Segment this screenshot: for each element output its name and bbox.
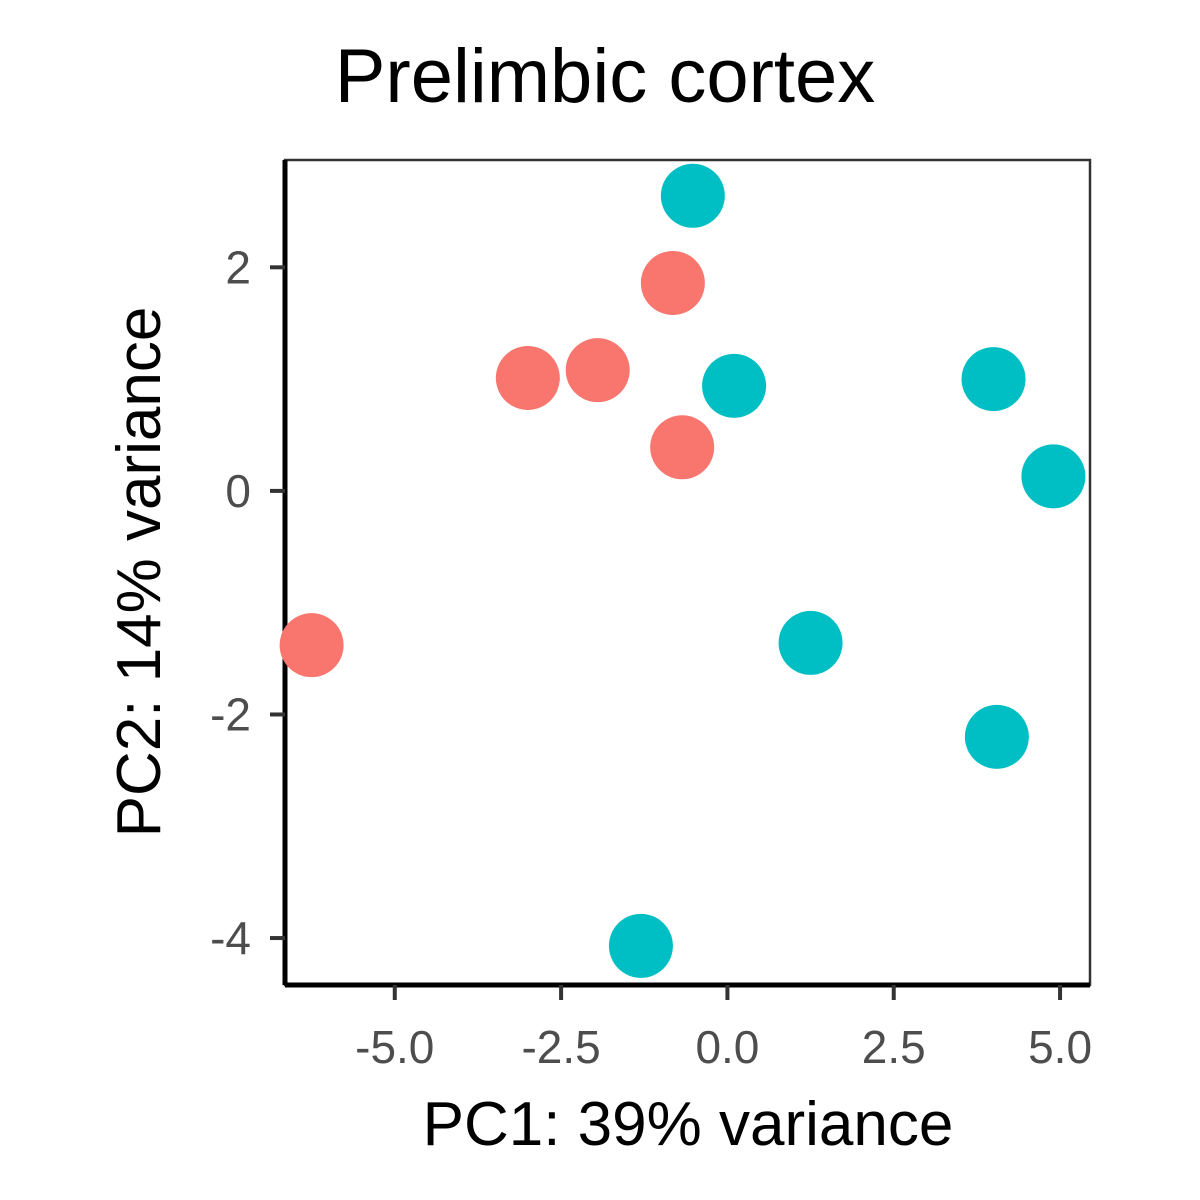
x-axis-ticks: -5.0 -2.5 0.0 2.5 5.0	[355, 985, 1092, 1073]
y-tick-label: 2	[225, 241, 251, 293]
x-tick-label: 5.0	[1028, 1021, 1092, 1073]
points-layer	[279, 163, 1086, 978]
y-tick-label: -2	[210, 688, 251, 740]
y-axis-label: PC2: 14% variance	[105, 307, 174, 838]
x-axis-label: PC1: 39% variance	[423, 1090, 954, 1159]
x-tick-label: -2.5	[521, 1021, 600, 1073]
x-tick-label: 0.0	[695, 1021, 759, 1073]
scatter-point-group-1	[640, 250, 705, 315]
y-tick-label: -4	[210, 912, 251, 964]
scatter-point-group-1	[495, 345, 560, 410]
scatter-point-group-2	[961, 347, 1026, 412]
scatter-point-group-2	[1021, 444, 1086, 509]
scatter-point-group-1	[565, 338, 630, 403]
scatter-point-group-2	[702, 353, 767, 418]
scatter-point-group-2	[778, 610, 843, 675]
scatter-point-group-2	[964, 704, 1029, 769]
x-tick-label: 2.5	[862, 1021, 926, 1073]
scatter-point-group-2	[660, 163, 725, 228]
y-axis-ticks: -4 -2 0 2	[210, 241, 285, 964]
scatter-point-group-1	[650, 415, 715, 480]
scatter-point-group-2	[608, 913, 673, 978]
y-tick-label: 0	[225, 465, 251, 517]
x-tick-label: -5.0	[355, 1021, 434, 1073]
chart-title: Prelimbic cortex	[335, 34, 876, 119]
scatter-point-group-1	[279, 613, 344, 678]
